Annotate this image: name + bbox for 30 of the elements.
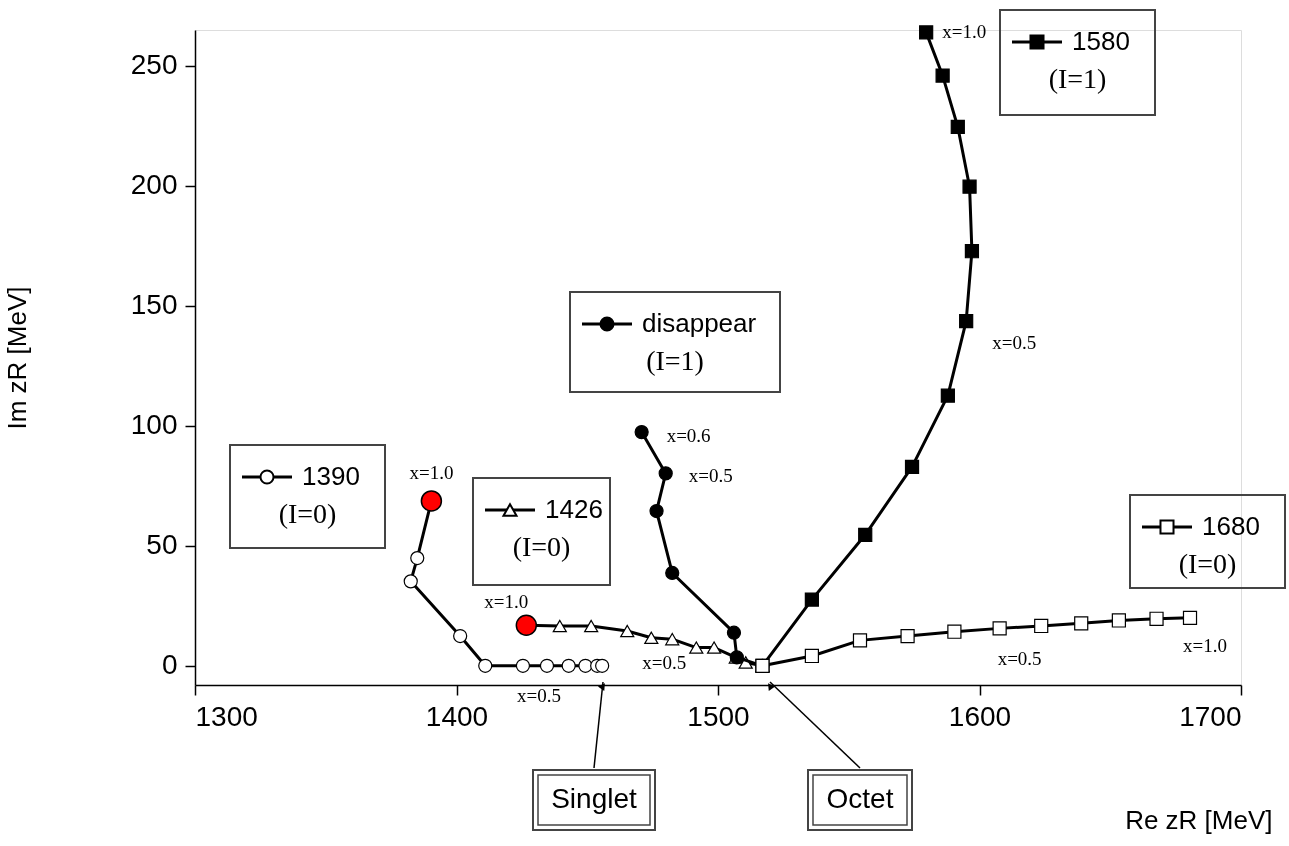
annotation: x=1.0 (1183, 634, 1227, 656)
annotation: x=1.0 (484, 591, 529, 613)
x-tick-label: 1700 (1179, 700, 1242, 732)
annotation: x=0.6 (666, 425, 711, 447)
annotation: x=0.5 (516, 684, 561, 706)
y-tick-label: 50 (146, 529, 178, 561)
x-axis-title: Re zR [MeV] (1125, 804, 1273, 835)
y-tick-label: 250 (130, 49, 178, 81)
legend-label: 1580 (I=1) (1048, 26, 1130, 94)
text: Octet (826, 783, 894, 814)
text: Singlet (551, 783, 638, 814)
x-tick-label: 1500 (687, 700, 750, 732)
y-tick-label: 100 (130, 409, 178, 441)
legend-label: 1680 (I=0) (1178, 511, 1260, 579)
y-axis-title: Im zR [MeV] (1, 286, 32, 430)
annotation: x=0.5 (688, 465, 733, 487)
annotation: x=0.5 (997, 648, 1042, 670)
legend-label: disappear (I=1) (642, 308, 757, 376)
x-tick-label: 1300 (195, 700, 258, 732)
x-tick-label: 1400 (425, 700, 489, 732)
annotation: x=0.5 (992, 332, 1037, 354)
annotation: x=0.5 (642, 652, 687, 674)
legend-label: 1426 (I=0) (512, 494, 603, 562)
y-tick-label: 150 (130, 289, 178, 321)
y-tick-label: 200 (130, 169, 178, 201)
annotation: x=1.0 (409, 461, 454, 483)
annotation: x=1.0 (942, 21, 987, 43)
x-tick-label: 1600 (948, 700, 1012, 732)
y-tick-label: 0 (161, 649, 178, 681)
legend-label: 1390 (I=0) (278, 461, 360, 529)
